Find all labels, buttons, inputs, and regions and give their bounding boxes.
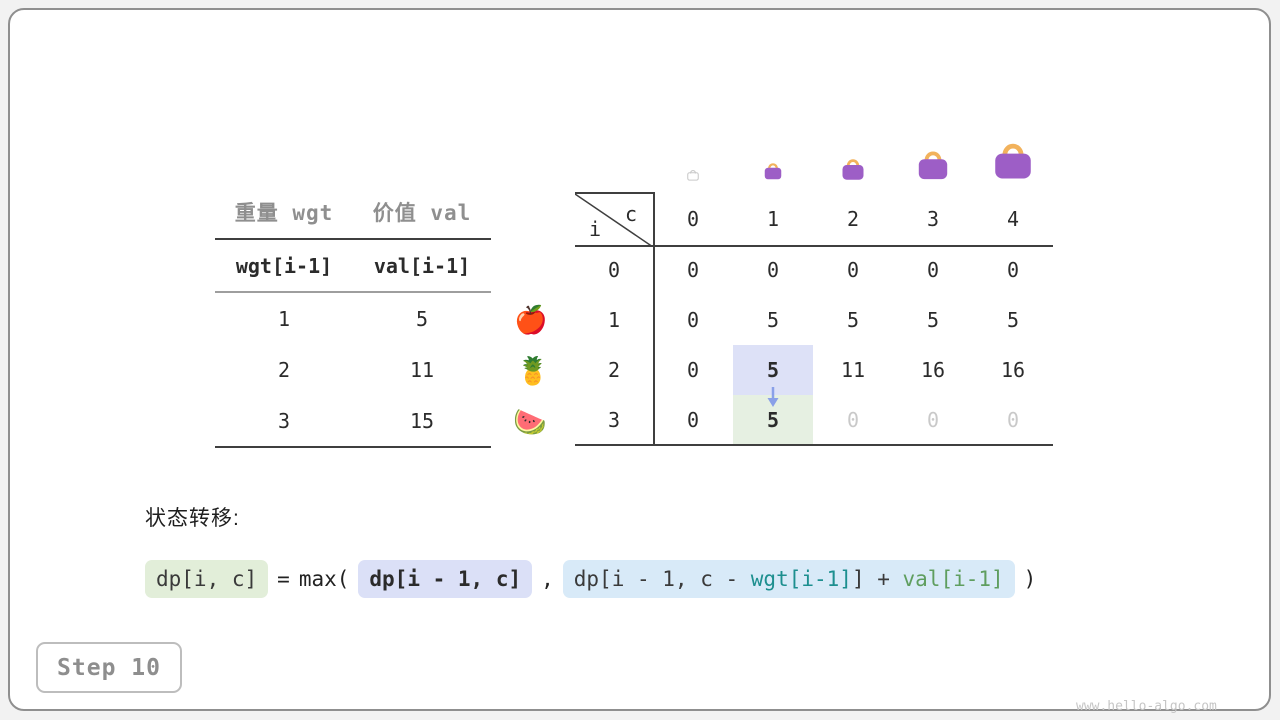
item-weight: 2	[277, 357, 291, 382]
watermark: www.hello-algo.com	[1076, 699, 1217, 714]
col-axis-label: c	[624, 202, 637, 226]
pineapple-icon: 🍍	[516, 355, 550, 387]
dp-cell: 11	[840, 358, 866, 382]
dp-cell: 0	[846, 408, 860, 432]
dp-row: 1 0 5 5 5 5	[575, 295, 1053, 345]
dp-corner-cell: c i	[575, 192, 653, 247]
formula-equals: =	[277, 567, 290, 591]
item-weight: 1	[277, 306, 291, 331]
bag-capacity-3-icon	[918, 151, 948, 180]
dp-col-header: 1	[766, 206, 780, 231]
dp-cell: 0	[766, 258, 780, 282]
formula-close-paren: )	[1023, 567, 1037, 591]
bag-capacity-1-icon	[764, 163, 782, 180]
arg2-prefix: dp[i - 1, c -	[573, 567, 751, 591]
dp-cell: 0	[846, 258, 860, 282]
item-value: 5	[415, 306, 429, 331]
dp-table: c i 0 1 2 3 4 0 0 0 0 0 0 1 0 5 5 5 5 2 …	[575, 192, 1053, 446]
dp-col-header: 0	[686, 206, 700, 231]
dp-cell: 0	[686, 308, 700, 332]
state-transition-title: 状态转移:	[145, 507, 240, 530]
dp-col-header: 2	[846, 206, 860, 231]
item-row: 1 5	[215, 293, 491, 344]
items-table: 重量 wgt 价值 val wgt[i-1] val[i-1] 1 5 2 11…	[215, 186, 491, 448]
dp-cell: 5	[1006, 308, 1020, 332]
arg2-mid: ] +	[851, 567, 903, 591]
dp-cell: 0	[686, 258, 700, 282]
dp-col-header: 3	[926, 206, 940, 231]
dp-cell: 16	[1000, 358, 1026, 382]
bag-capacity-0-icon	[687, 169, 699, 181]
value-column-header: 价值 val	[372, 201, 472, 225]
weight-column-header: 重量 wgt	[234, 201, 334, 225]
dp-cell: 5	[926, 308, 940, 332]
bag-capacity-2-icon	[842, 159, 864, 180]
arg2-wgt-term: wgt[i-1]	[750, 567, 852, 591]
step-badge: Step 10	[36, 642, 182, 693]
formula-lhs-chip: dp[i, c]	[145, 560, 269, 598]
dp-cell: 0	[926, 258, 940, 282]
dp-cell: 5	[846, 308, 860, 332]
dp-cell: 0	[686, 358, 700, 382]
dp-cell: 0	[686, 408, 700, 432]
dp-row: 2 0 5 11 16 16	[575, 345, 1053, 395]
formula-arg2-chip: dp[i - 1, c - wgt[i-1]] + val[i-1]	[562, 560, 1015, 598]
formula-max-open: max(	[298, 567, 350, 591]
formula-comma: ,	[541, 567, 554, 591]
apple-icon: 🍎	[514, 304, 548, 336]
dp-row: 0 0 0 0 0 0	[575, 245, 1053, 295]
item-weight: 3	[277, 408, 291, 433]
wgt-formula-label: wgt[i-1]	[235, 253, 333, 278]
item-row: 3 15	[215, 395, 491, 446]
dp-header-underline	[575, 245, 1053, 247]
dp-row-label: 1	[607, 308, 621, 332]
dp-bottom-border	[575, 444, 1053, 446]
state-transition-formula: dp[i, c] = max( dp[i - 1, c] , dp[i - 1,…	[145, 560, 1036, 598]
dp-row: 3 0 5 0 0 0	[575, 395, 1053, 445]
dp-cell: 16	[920, 358, 946, 382]
dp-row-label: 0	[607, 258, 621, 282]
dp-cell: 0	[926, 408, 940, 432]
dp-row-label: 2	[607, 358, 621, 382]
transition-arrow-icon	[767, 387, 779, 407]
bag-capacity-4-icon	[995, 143, 1031, 179]
items-table-header: 重量 wgt 价值 val	[215, 186, 491, 240]
row-axis-label: i	[589, 217, 602, 241]
watermelon-icon: 🍉	[513, 406, 547, 438]
dp-cell-source-highlight: 5	[733, 345, 813, 395]
item-value: 15	[409, 408, 435, 433]
dp-cell: 5	[766, 308, 780, 332]
item-row: 2 11	[215, 344, 491, 395]
val-formula-label: val[i-1]	[373, 253, 471, 278]
items-table-formula-row: wgt[i-1] val[i-1]	[215, 240, 491, 293]
dp-vertical-divider	[653, 192, 655, 446]
dp-column-headers: 0 1 2 3 4	[653, 192, 1053, 245]
formula-arg1-chip: dp[i - 1, c]	[358, 560, 533, 598]
dp-cell: 0	[1006, 408, 1020, 432]
dp-row-label: 3	[607, 408, 621, 432]
corner-diagonal-line	[575, 194, 653, 247]
dp-cell: 0	[1006, 258, 1020, 282]
arg2-val-term: val[i-1]	[902, 567, 1004, 591]
dp-cell-target-highlight: 5	[733, 395, 813, 445]
dp-col-header: 4	[1006, 206, 1020, 231]
item-value: 11	[409, 357, 435, 382]
